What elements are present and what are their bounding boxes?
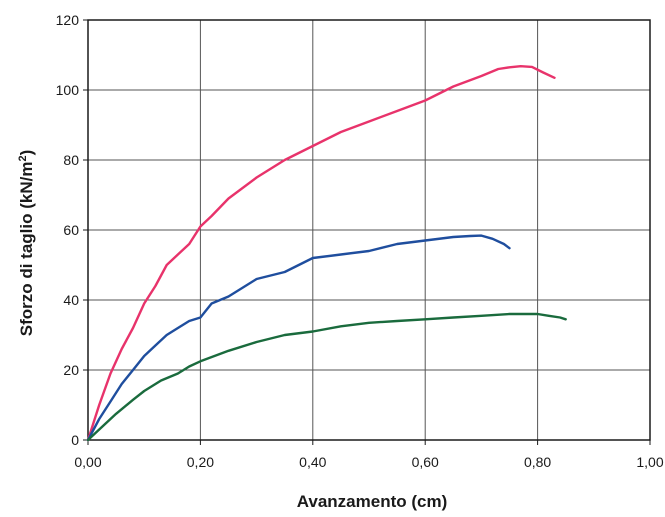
y-tick-label: 0 [71,432,79,448]
series-line-2 [86,234,511,442]
series-layer [86,64,567,442]
y-axis-title-main: Sforzo di taglio (kN/m [17,162,36,337]
y-axis-title: Sforzo di taglio (kN/m2) [17,150,36,337]
y-tick-label: 20 [63,362,79,378]
axis-ticks: 0,00 0,20 0,40 0,60 0,80 1,00 0 20 40 60 80 100 120 [56,12,664,470]
x-axis-title: Avanzamento (cm) [297,492,448,511]
x-tick-label: 0,80 [524,454,551,470]
x-tick-label: 0,20 [187,454,214,470]
y-axis-title-end: ) [17,150,36,156]
series-line-3 [86,312,567,442]
x-tick-label: 1,00 [636,454,663,470]
series-line-1 [86,64,556,442]
y-tick-label: 80 [63,152,79,168]
x-tick-label: 0,40 [299,454,326,470]
y-tick-label: 60 [63,222,79,238]
y-axis-title-superscript: 2 [17,155,29,161]
x-tick-label: 0,00 [74,454,101,470]
y-tick-label: 40 [63,292,79,308]
x-tick-label: 0,60 [412,454,439,470]
y-tick-label: 100 [56,82,80,98]
y-tick-label: 120 [56,12,80,28]
